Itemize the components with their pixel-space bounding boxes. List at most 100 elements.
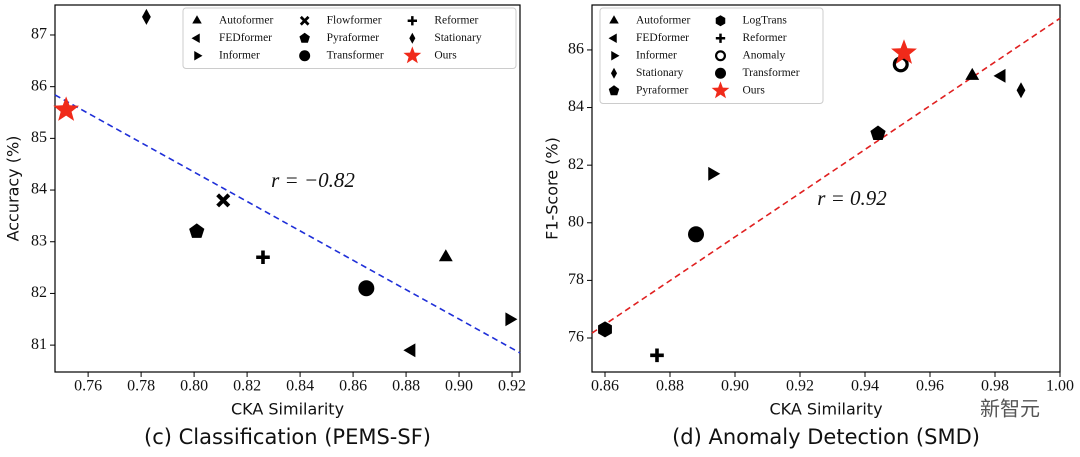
legend-marker (191, 33, 200, 44)
legend-marker (715, 67, 726, 79)
x-tick-label: 0.96 (916, 378, 944, 395)
legend-marker (609, 15, 619, 24)
data-point (358, 280, 375, 297)
legend-marker (192, 15, 202, 24)
legend-label: Autoformer (636, 14, 690, 26)
y-axis-title: F1-Score (%) (543, 137, 562, 240)
legend-label: Reformer (743, 32, 787, 44)
annotation: r = 0.92 (817, 186, 887, 210)
legend-marker (299, 32, 310, 43)
y-tick-label: 80 (568, 213, 584, 230)
x-tick-label: 0.86 (591, 378, 619, 395)
legend-label: Flowformer (327, 14, 382, 26)
x-tick-label: 0.88 (656, 378, 684, 395)
y-tick-label: 83 (31, 232, 47, 249)
data-point (189, 223, 205, 238)
data-point (142, 8, 151, 25)
data-point (708, 166, 721, 181)
x-axis-title: CKA Similarity (769, 400, 882, 419)
y-tick-label: 76 (568, 329, 584, 346)
legend-marker (610, 67, 618, 79)
legend-marker (407, 16, 418, 26)
x-tick-label: 0.98 (981, 378, 1009, 395)
fit-line (591, 17, 1061, 334)
x-tick-label: 0.84 (286, 378, 314, 395)
x-tick-label: 0.78 (127, 378, 155, 395)
legend-marker (194, 50, 203, 61)
legend-label: Ours (434, 49, 457, 61)
legend-box (599, 7, 824, 104)
annotation: r = −0.82 (271, 168, 355, 192)
caption: (c) Classification (PEMS-SF) (144, 425, 431, 449)
legend-label: Transformer (743, 67, 800, 79)
fit-line (54, 94, 521, 354)
legend-label: Pyraformer (327, 32, 380, 44)
legend-label: Anomaly (743, 49, 786, 61)
legend-label: Reformer (434, 14, 478, 26)
data-point (256, 250, 270, 265)
legend-marker (711, 81, 730, 99)
data-point (598, 321, 612, 338)
legend-label: Transformer (327, 49, 384, 61)
plot-frame (54, 4, 521, 373)
x-tick-label: 0.82 (233, 378, 261, 395)
y-tick-label: 86 (31, 77, 47, 94)
data-point (53, 96, 80, 121)
x-tick-label: 0.92 (786, 378, 814, 395)
legend-marker (403, 46, 422, 64)
legend-label: Informer (636, 49, 677, 61)
y-tick-label: 84 (568, 98, 584, 115)
y-tick-label: 87 (31, 26, 47, 43)
legend-label: Informer (219, 49, 260, 61)
y-tick-label: 82 (31, 284, 47, 301)
legend-marker (608, 33, 617, 44)
caption: (d) Anomaly Detection (SMD) (672, 425, 980, 449)
data-point (650, 348, 664, 363)
plot-frame (591, 4, 1061, 373)
x-tick-label: 0.90 (721, 378, 749, 395)
legend-marker (715, 15, 726, 27)
legend-label: Ours (743, 84, 766, 96)
legend-marker (299, 15, 310, 26)
legend-label: Autoformer (219, 14, 273, 26)
data-point (1016, 82, 1026, 99)
legend-box (182, 7, 517, 69)
y-tick-label: 86 (568, 41, 584, 58)
x-tick-label: 0.88 (392, 378, 420, 395)
legend-marker (715, 33, 726, 43)
data-point (965, 67, 980, 80)
legend-label: Stationary (434, 32, 482, 44)
data-point (688, 226, 704, 243)
x-tick-label: 1.00 (1046, 378, 1074, 395)
x-tick-label: 0.86 (339, 378, 367, 395)
y-tick-label: 82 (568, 156, 584, 173)
y-axis-title: Accuracy (%) (4, 136, 23, 242)
x-tick-label: 0.80 (180, 378, 208, 395)
legend-label: LogTrans (743, 14, 788, 26)
data-point (870, 125, 886, 140)
legend-marker (714, 50, 727, 62)
x-tick-label: 0.76 (74, 378, 102, 395)
legend-marker (611, 50, 620, 61)
legend-marker (409, 32, 416, 44)
data-point (438, 249, 453, 262)
legend-marker (608, 85, 620, 96)
x-tick-label: 0.94 (851, 378, 879, 395)
data-point (216, 193, 231, 208)
legend-label: FEDformer (219, 32, 272, 44)
y-tick-label: 81 (31, 336, 47, 353)
data-point (403, 343, 416, 358)
watermark: 新智元 (980, 397, 1040, 420)
data-point (891, 39, 917, 64)
x-axis-title: CKA Similarity (231, 400, 344, 419)
x-tick-label: 0.90 (445, 378, 473, 395)
data-point (993, 68, 1006, 83)
legend-label: FEDformer (636, 32, 689, 44)
y-tick-label: 84 (31, 181, 47, 198)
legend-marker (299, 50, 311, 62)
legend-label: Stationary (636, 67, 684, 79)
legend-label: Pyraformer (636, 84, 689, 96)
data-point (505, 312, 518, 327)
